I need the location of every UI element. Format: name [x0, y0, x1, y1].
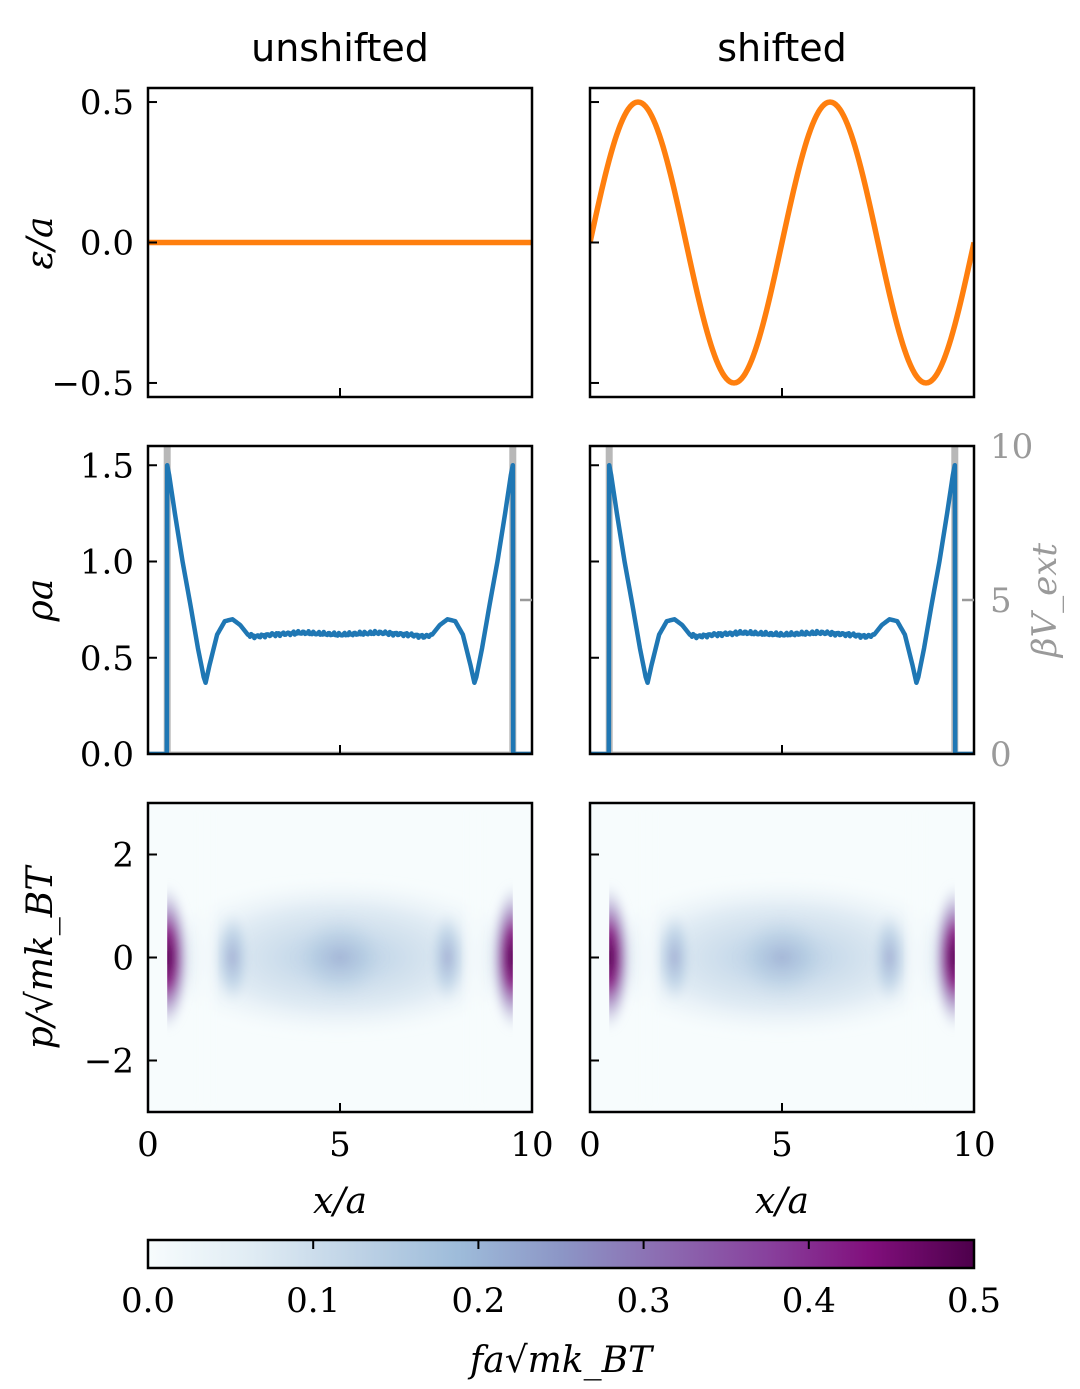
heat-excluded-left [590, 803, 610, 1112]
density-line-shifted [590, 463, 974, 754]
heat-excluded-left [148, 803, 168, 1112]
colorbar [146, 1238, 976, 1270]
eps-ytick-label: −0.5 [51, 364, 134, 404]
heat-peak-layer [657, 911, 692, 1004]
f-xtick-label: 10 [510, 1125, 553, 1165]
colorbar-tick-label: 0.5 [947, 1281, 1001, 1321]
heat-peak-layer [215, 911, 250, 1004]
rho-ylabel: ρa [20, 579, 61, 623]
eps-ytick-label: 0.5 [80, 83, 134, 123]
y2tick-label: 0 [990, 735, 1012, 775]
heat-peak-center [293, 913, 387, 1002]
rho-ytick-label: 0.0 [80, 735, 134, 775]
f-xtick-label: 5 [329, 1125, 351, 1165]
f-ytick-label: −2 [84, 1042, 134, 1082]
heatmap-shifted [590, 803, 974, 1112]
colorbar-tick-label: 0.0 [121, 1281, 175, 1321]
heat-excluded-right [954, 803, 974, 1112]
rho-ytick-label: 1.0 [80, 543, 134, 583]
f-xtick-label: 5 [771, 1125, 793, 1165]
xlabel-shifted: x/a [755, 1181, 809, 1222]
heat-peak-layer [430, 911, 465, 1004]
heat-gap [196, 803, 215, 1112]
heatmap-unshifted [148, 803, 532, 1112]
y2tick-label: 5 [990, 581, 1012, 621]
f-xtick-label: 0 [579, 1125, 601, 1165]
f-xtick-label: 0 [137, 1125, 159, 1165]
y2tick-label: 10 [990, 427, 1033, 467]
colorbar-label: fa√mk_BT [467, 1340, 655, 1381]
eps-line-shifted [590, 99, 974, 386]
heat-gap [907, 803, 926, 1112]
heat-gap [465, 803, 484, 1112]
heat-peak-layer [872, 911, 907, 1004]
eps-ylabel: ε/a [20, 217, 61, 270]
title-shifted: shifted [717, 26, 847, 70]
rho-ytick-label: 0.5 [80, 639, 134, 679]
axes-rho_unshifted [146, 444, 534, 756]
f-ytick-label: 0 [112, 939, 134, 979]
y2-label: βV_ext [1025, 543, 1065, 660]
title-unshifted: unshifted [251, 26, 429, 70]
rho-ytick-label: 1.5 [80, 446, 134, 486]
density-line-unshifted [148, 463, 532, 754]
heat-excluded-right [512, 803, 532, 1112]
heat-gap [638, 803, 657, 1112]
colorbar-tick-label: 0.1 [286, 1281, 340, 1321]
colorbar-tick-label: 0.2 [451, 1281, 505, 1321]
f-ylabel: p/√mk_BT [20, 864, 61, 1050]
heat-peak-center [735, 913, 829, 1002]
f-xtick-label: 10 [952, 1125, 995, 1165]
eps-ytick-label: 0.0 [80, 224, 134, 264]
colorbar-tick-label: 0.3 [617, 1281, 671, 1321]
xlabel-unshifted: x/a [313, 1181, 367, 1222]
colorbar-tick-label: 0.4 [782, 1281, 836, 1321]
f-ytick-label: 2 [112, 836, 134, 876]
axes-rho_shifted [588, 444, 976, 756]
